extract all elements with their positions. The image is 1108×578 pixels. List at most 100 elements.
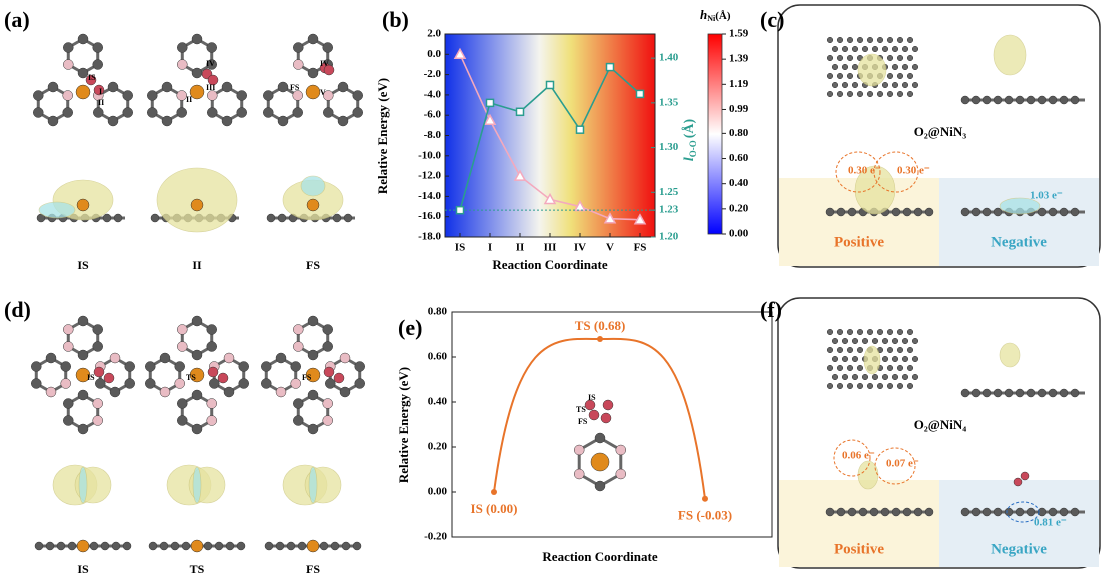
- atom: [857, 383, 863, 389]
- atom: [857, 329, 863, 335]
- atom: [867, 383, 873, 389]
- atom: [175, 379, 185, 389]
- atom: [1049, 508, 1057, 516]
- atom: [827, 91, 833, 97]
- data-label: IS (0.00): [471, 501, 518, 516]
- atom: [63, 342, 73, 352]
- atom: [207, 43, 217, 53]
- atom: [308, 316, 318, 326]
- atom: [925, 508, 933, 516]
- atom: [68, 542, 76, 550]
- atom: [972, 208, 980, 216]
- atom: [261, 362, 271, 372]
- atom: [887, 383, 893, 389]
- atom: [897, 383, 903, 389]
- panel-label: (e): [398, 315, 422, 340]
- x-tick-label: IS: [455, 242, 465, 254]
- atom: [293, 91, 303, 101]
- x-tick-label: III: [544, 242, 557, 254]
- colorbar-title-symbol: h: [700, 7, 707, 22]
- atom: [848, 208, 856, 216]
- atom: [903, 508, 911, 516]
- atom: [78, 424, 88, 434]
- atom: [847, 347, 853, 353]
- atom: [1016, 96, 1024, 104]
- atom: [93, 399, 103, 409]
- atom-label: V: [320, 88, 326, 97]
- atom: [110, 387, 120, 397]
- colorbar-tick-label: 1.19: [729, 78, 749, 90]
- colorbar: [708, 34, 722, 234]
- atom: [1005, 96, 1013, 104]
- atom: [852, 64, 858, 70]
- atom: [1071, 208, 1079, 216]
- atom: [837, 365, 843, 371]
- atom: [291, 362, 301, 372]
- atom: [237, 542, 245, 550]
- atom: [983, 96, 991, 104]
- atom: [827, 55, 833, 61]
- atom: [334, 373, 344, 383]
- atom: [293, 60, 303, 70]
- atom: [293, 325, 303, 335]
- charge-label: 0.06 e⁻: [842, 450, 875, 462]
- atom: [48, 116, 58, 126]
- atom: [837, 347, 843, 353]
- colorbar-tick-label: 0.40: [729, 177, 749, 189]
- y-tick-label: -6.0: [424, 109, 442, 121]
- atom: [226, 542, 234, 550]
- atom: [907, 329, 913, 335]
- caption: IS: [77, 258, 89, 272]
- atom: [323, 108, 333, 118]
- atom: [192, 424, 202, 434]
- atom: [902, 356, 908, 362]
- atom-label: I: [99, 87, 102, 96]
- atom: [616, 469, 626, 479]
- atom: [192, 34, 202, 44]
- atom: [837, 91, 843, 97]
- x-tick-label: I: [488, 242, 492, 254]
- atom: [867, 329, 873, 335]
- atom: [897, 55, 903, 61]
- colorbar-title: hNi(Å): [700, 7, 731, 23]
- atom: [207, 108, 217, 118]
- atom: [832, 64, 838, 70]
- marker: [607, 64, 614, 71]
- atom: [907, 55, 913, 61]
- atom: [877, 329, 883, 335]
- atom: [897, 37, 903, 43]
- atom: [325, 379, 335, 389]
- atom: [852, 46, 858, 52]
- colorbar-tick-label: 0.99: [729, 103, 749, 115]
- atom: [342, 542, 350, 550]
- atom: [95, 379, 105, 389]
- atom: [589, 410, 599, 420]
- atom: [1060, 508, 1068, 516]
- charge-label: 0.81 e⁻: [1034, 517, 1067, 529]
- atom-label: IS: [87, 373, 95, 382]
- y-tick-label: -10.0: [418, 149, 441, 161]
- atom: [276, 542, 284, 550]
- atom: [151, 214, 159, 222]
- atom: [1027, 96, 1035, 104]
- atom: [355, 379, 365, 389]
- atom: [867, 37, 873, 43]
- atom: [293, 342, 303, 352]
- y2-tick-label: 1.40: [659, 52, 679, 64]
- atom: [207, 342, 217, 352]
- atom: [897, 365, 903, 371]
- marker: [702, 496, 708, 502]
- y-tick-label: 2.0: [427, 28, 441, 40]
- atom: [61, 379, 71, 389]
- colorbar-tick-label: 1.39: [729, 53, 749, 65]
- atom: [101, 542, 109, 550]
- atom: [574, 469, 584, 479]
- marker: [577, 126, 584, 133]
- atom: [1071, 508, 1079, 516]
- atom: [907, 347, 913, 353]
- atom: [881, 508, 889, 516]
- atom: [842, 82, 848, 88]
- atom: [961, 96, 969, 104]
- y-tick-label: -16.0: [418, 210, 441, 222]
- atom: [912, 374, 918, 380]
